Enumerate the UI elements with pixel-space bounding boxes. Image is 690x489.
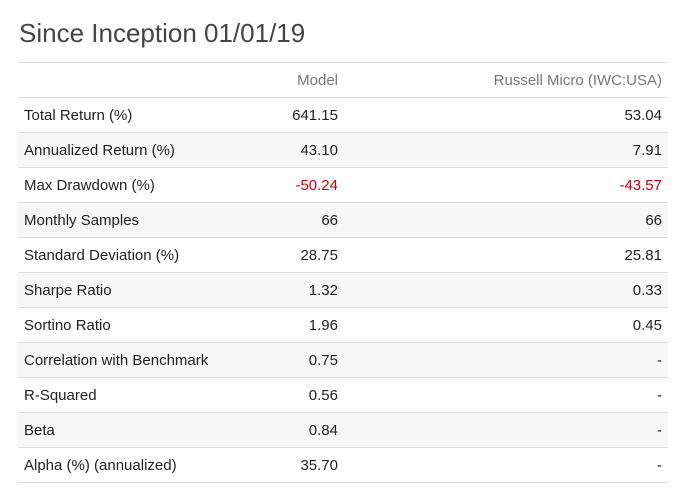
value-cell: 641.15 (240, 97, 344, 133)
value-cell: 28.75 (240, 237, 344, 273)
row-label: Standard Deviation (%) (18, 237, 240, 273)
header-cell: Model (240, 62, 344, 98)
table-row: Max Drawdown (%) -50.24 -43.57 (18, 167, 668, 203)
row-label: Beta (18, 412, 240, 448)
value-cell: 1.96 (240, 307, 344, 343)
row-label: Sortino Ratio (18, 307, 240, 343)
row-label: Alpha (%) (annualized) (18, 447, 240, 483)
table-row: Alpha (%) (annualized) 35.70- (18, 447, 668, 483)
row-label: Monthly Samples (18, 202, 240, 238)
value-cell: 1.32 (240, 272, 344, 308)
value-cell: -50.24 (240, 167, 344, 203)
value-cell: 66 (344, 202, 668, 238)
value-cell: 0.75 (240, 342, 344, 378)
value-cell: 0.56 (240, 377, 344, 413)
value-cell: 66 (240, 202, 344, 238)
table-row: Annualized Return (%) 43.10 7.91 (18, 132, 668, 168)
table-row: Total Return (%) 641.15 53.04 (18, 97, 668, 133)
table-row: Sortino Ratio 1.96 0.45 (18, 307, 668, 343)
value-cell: -43.57 (344, 167, 668, 203)
header-row: Model Russell Micro (IWC:USA) (18, 62, 668, 98)
row-label: Annualized Return (%) (18, 132, 240, 168)
value-cell: 0.84 (240, 412, 344, 448)
table-row: Standard Deviation (%) 28.75 25.81 (18, 237, 668, 273)
row-label: Max Drawdown (%) (18, 167, 240, 203)
title: Since Inception 01/01/19 (19, 18, 306, 48)
value-cell: 25.81 (344, 237, 668, 273)
row-label: Total Return (%) (18, 97, 240, 133)
value-cell: 7.91 (344, 132, 668, 168)
value-cell: - (344, 377, 668, 413)
value-cell: 0.33 (344, 272, 668, 308)
table-body: Total Return (%) 641.15 53.04 Annualized Re… (18, 97, 668, 483)
value-cell: - (344, 412, 668, 448)
table-row: Monthly Samples 66 66 (18, 202, 668, 238)
row-label: Correlation with Benchmark (18, 342, 240, 378)
value-cell: 0.45 (344, 307, 668, 343)
header-cell: Russell Micro (IWC:USA) (344, 62, 668, 98)
table-row: Correlation with Benchmark 0.75- (18, 342, 668, 378)
value-cell: - (344, 342, 668, 378)
row-label: Sharpe Ratio (18, 272, 240, 308)
value-cell: 35.70 (240, 447, 344, 483)
table-row: Sharpe Ratio 1.32 0.33 (18, 272, 668, 308)
stats-table: Model Russell Micro (IWC:USA) Total Retur… (18, 62, 668, 483)
value-cell: 43.10 (240, 132, 344, 168)
header-cell (18, 62, 240, 98)
row-label: R-Squared (18, 377, 240, 413)
value-cell: 53.04 (344, 97, 668, 133)
table-row: Beta 0.84- (18, 412, 668, 448)
table-row: R-Squared 0.56- (18, 377, 668, 413)
value-cell: - (344, 447, 668, 483)
